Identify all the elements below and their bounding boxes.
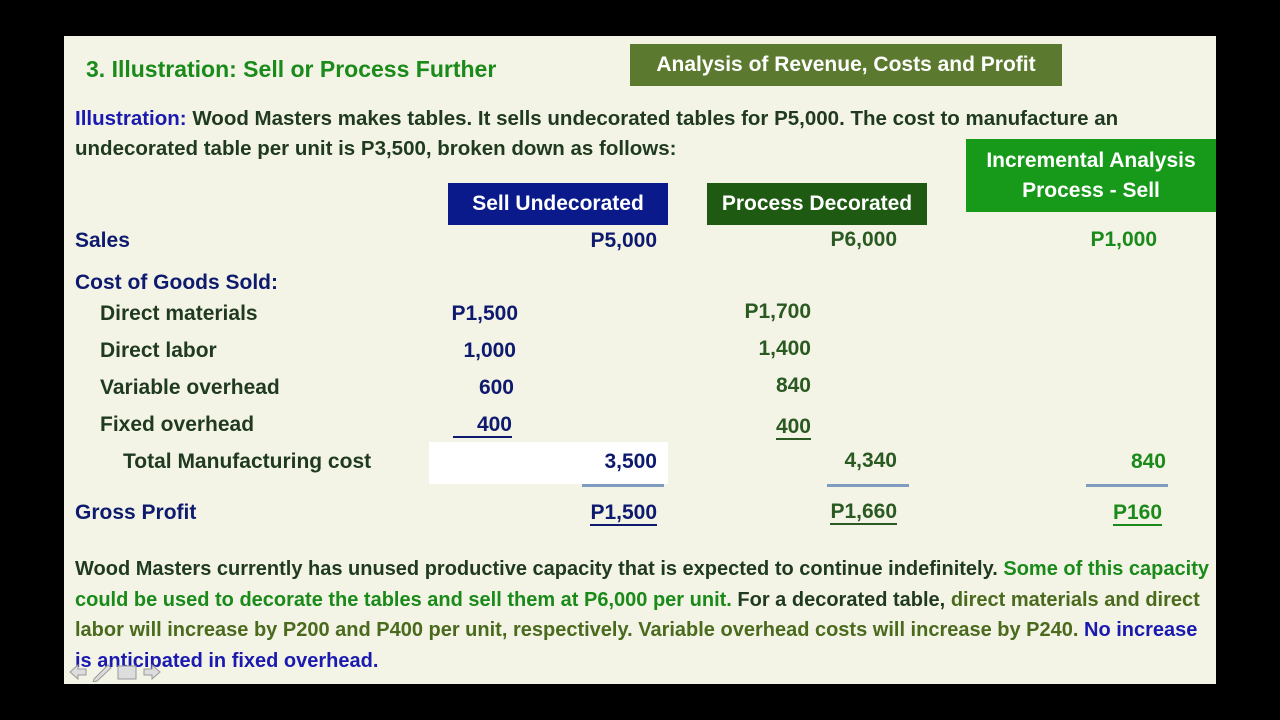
note-part: Some of this capacity could be used to d… (75, 558, 1209, 611)
row-label: Direct materials (100, 302, 258, 325)
process-value: P6,000 (830, 228, 897, 251)
banner: Analysis of Revenue, Costs and Profit (630, 44, 1062, 86)
incremental-value: P1,000 (1090, 228, 1157, 251)
note-part: direct materials and direct labor will i… (75, 588, 1200, 642)
title: 3. Illustration: Sell or Process Further (86, 56, 497, 82)
sell-value: 1,000 (463, 339, 516, 362)
rule (827, 484, 909, 487)
nav-icons[interactable] (68, 662, 168, 682)
row-label: Cost of Goods Sold: (75, 271, 278, 294)
process-value: 400 (775, 415, 811, 440)
intro: Illustration: Wood Masters makes tables.… (75, 104, 1210, 164)
sell-value: 400 (452, 414, 512, 438)
highlight (429, 442, 668, 484)
column-header: Process Decorated (707, 183, 927, 225)
column-header: Sell Undecorated (448, 183, 668, 225)
process-value: P1,660 (830, 500, 897, 525)
note: Wood Masters currently has unused produc… (75, 554, 1210, 676)
process-value: 840 (775, 374, 811, 397)
sell-value: P1,500 (590, 501, 657, 526)
sell-value: P5,000 (590, 229, 657, 252)
process-value: 1,400 (758, 337, 811, 360)
note-part: For a decorated table, (737, 588, 946, 611)
process-value: P1,700 (744, 300, 811, 323)
sell-value: 600 (478, 376, 514, 399)
sell-value: 3,500 (604, 450, 657, 473)
intro-text: Wood Masters makes tables. It sells unde… (75, 107, 1119, 160)
incremental-value: 840 (1130, 450, 1166, 473)
incremental-value: P160 (1112, 501, 1162, 526)
intro-label: Illustration: (75, 107, 187, 130)
row-label: Variable overhead (100, 376, 280, 399)
header-line: Process - Sell (1022, 178, 1160, 202)
row-label: Sales (75, 229, 130, 252)
rule (1086, 484, 1168, 487)
rule (582, 484, 664, 487)
row-label: Fixed overhead (100, 413, 255, 436)
row-label: Total Manufacturing cost (123, 450, 372, 473)
note-part: No increase is anticipated in fixed over… (75, 619, 1198, 672)
row-label: Gross Profit (75, 501, 197, 524)
note-part: Wood Masters currently has unused produc… (75, 558, 998, 580)
header-line: Incremental Analysis (986, 148, 1196, 172)
column-header: Incremental Analysis Process - Sell (966, 139, 1216, 212)
sell-value: P1,500 (451, 302, 518, 325)
slide: 3. Illustration: Sell or Process Further… (64, 36, 1216, 684)
process-value: 4,340 (844, 449, 897, 472)
row-label: Direct labor (100, 339, 217, 362)
